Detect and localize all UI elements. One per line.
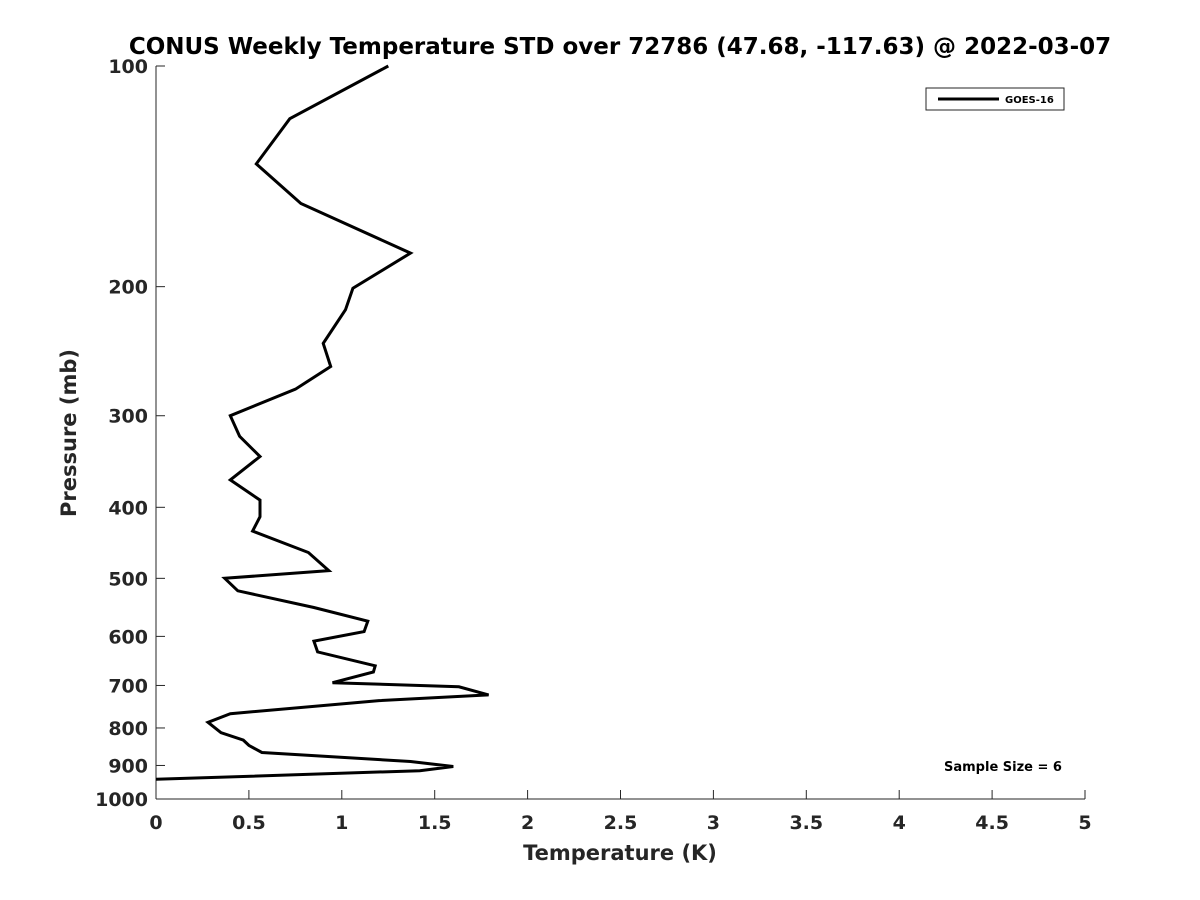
x-tick-label: 4.5 bbox=[975, 812, 1009, 834]
x-tick-label: 0.5 bbox=[232, 812, 266, 834]
legend-label-goes-16: GOES-16 bbox=[1005, 95, 1054, 106]
x-tick-label: 3.5 bbox=[789, 812, 823, 834]
y-tick-label: 1000 bbox=[95, 789, 148, 811]
y-tick-label: 600 bbox=[108, 626, 148, 648]
x-tick-label: 4 bbox=[893, 812, 906, 834]
y-tick-label: 700 bbox=[108, 675, 148, 697]
y-tick-label: 800 bbox=[108, 718, 148, 740]
x-tick-label: 2.5 bbox=[604, 812, 638, 834]
y-axis-label: Pressure (mb) bbox=[57, 349, 81, 517]
y-tick-label: 200 bbox=[108, 277, 148, 299]
x-tick-label: 1 bbox=[335, 812, 348, 834]
x-axis-label: Temperature (K) bbox=[523, 841, 717, 865]
x-tick-label: 1.5 bbox=[418, 812, 452, 834]
y-tick-label: 900 bbox=[108, 755, 148, 777]
series-group bbox=[155, 64, 489, 781]
y-tick-label: 500 bbox=[108, 568, 148, 590]
series-line-goes-16 bbox=[155, 64, 489, 781]
legend: GOES-16 bbox=[925, 87, 1065, 111]
x-tick-label: 2 bbox=[521, 812, 534, 834]
y-tick-label: 300 bbox=[108, 406, 148, 428]
y-tick-label: 400 bbox=[108, 497, 148, 519]
x-tick-label: 5 bbox=[1078, 812, 1091, 834]
chart-title: CONUS Weekly Temperature STD over 72786 … bbox=[129, 34, 1111, 60]
y-ticks: 100 200 300 400 500 600 700 800 900 1000 bbox=[95, 56, 165, 811]
y-tick-label: 100 bbox=[108, 56, 148, 78]
x-ticks: 0 0.5 1 1.5 2 2.5 3 3.5 4 4.5 5 bbox=[149, 790, 1092, 834]
x-tick-label: 0 bbox=[149, 812, 162, 834]
x-tick-label: 3 bbox=[707, 812, 720, 834]
sample-size-annotation: Sample Size = 6 bbox=[944, 760, 1062, 775]
